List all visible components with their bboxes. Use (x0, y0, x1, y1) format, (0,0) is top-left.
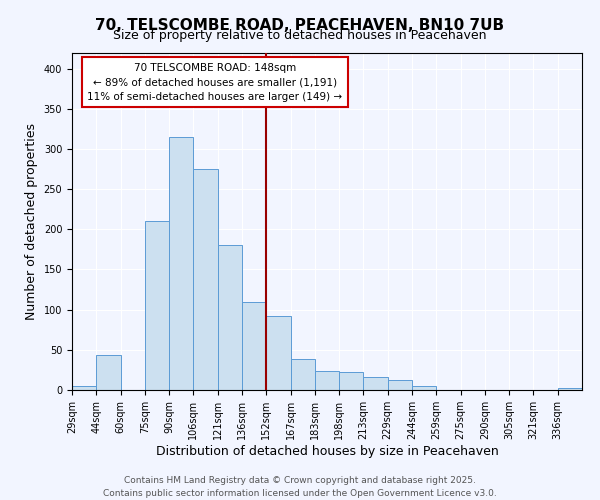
X-axis label: Distribution of detached houses by size in Peacehaven: Distribution of detached houses by size … (155, 445, 499, 458)
Bar (72, 386, 96, 390)
Bar (96, 354, 121, 390)
Bar (558, 388, 582, 390)
Bar (388, 380, 412, 390)
Y-axis label: Number of detached properties: Number of detached properties (25, 122, 38, 320)
Bar (315, 370, 339, 390)
Text: Contains HM Land Registry data © Crown copyright and database right 2025.
Contai: Contains HM Land Registry data © Crown c… (103, 476, 497, 498)
Bar (145, 221, 169, 390)
Bar (412, 386, 436, 390)
Bar (218, 246, 242, 390)
Bar (266, 316, 290, 390)
Bar (364, 377, 388, 390)
Bar (339, 372, 364, 390)
Bar (242, 302, 266, 390)
Text: 70 TELSCOMBE ROAD: 148sqm
← 89% of detached houses are smaller (1,191)
11% of se: 70 TELSCOMBE ROAD: 148sqm ← 89% of detac… (87, 62, 343, 102)
Text: Size of property relative to detached houses in Peacehaven: Size of property relative to detached ho… (113, 29, 487, 42)
Text: 70, TELSCOMBE ROAD, PEACEHAVEN, BN10 7UB: 70, TELSCOMBE ROAD, PEACEHAVEN, BN10 7UB (95, 18, 505, 32)
Bar (290, 360, 315, 390)
Bar (193, 169, 218, 390)
Bar (169, 137, 193, 390)
